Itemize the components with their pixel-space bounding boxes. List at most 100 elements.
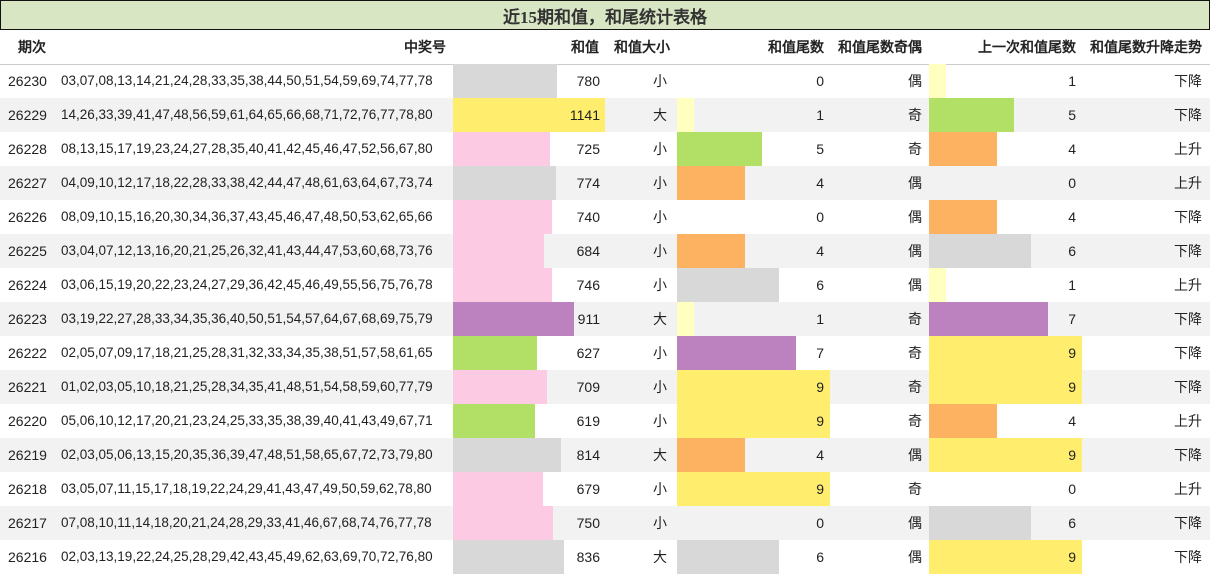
- oddeven-cell: 偶: [908, 515, 922, 531]
- oddeven-cell: 奇: [908, 413, 922, 429]
- oddeven-cell: 奇: [908, 379, 922, 395]
- numbers-cell: 03,06,15,19,20,22,23,24,27,29,36,42,45,4…: [61, 277, 433, 292]
- prev-tail-cell: 4: [1068, 209, 1076, 225]
- prev-tail-bar: [929, 404, 997, 438]
- tail-cell: 9: [816, 481, 824, 497]
- trend-cell: 下降: [1174, 209, 1202, 225]
- issue-cell: 26219: [8, 447, 47, 463]
- tail-cell: 4: [816, 447, 824, 463]
- size-cell: 小: [653, 209, 667, 225]
- issue-cell: 26222: [8, 345, 47, 361]
- numbers-cell: 08,09,10,15,16,20,30,34,36,37,43,45,46,4…: [61, 209, 433, 224]
- oddeven-cell: 偶: [908, 447, 922, 463]
- size-cell: 小: [653, 175, 667, 191]
- prev-tail-bar: [929, 336, 1082, 370]
- numbers-cell: 05,06,10,12,17,20,21,23,24,25,33,35,38,3…: [61, 413, 433, 428]
- sum-cell: 740: [576, 209, 600, 225]
- prev-tail-cell: 9: [1068, 379, 1076, 395]
- oddeven-cell: 奇: [908, 481, 922, 497]
- numbers-cell: 03,05,07,11,15,17,18,19,22,24,29,41,43,4…: [61, 481, 432, 496]
- table-row: 26228 08,13,15,17,19,23,24,27,28,35,40,41…: [0, 132, 1210, 166]
- size-cell: 小: [653, 413, 667, 429]
- table-row: 26225 03,04,07,12,13,16,20,21,25,26,32,41…: [0, 234, 1210, 268]
- oddeven-cell: 偶: [908, 243, 922, 259]
- tail-cell: 0: [816, 209, 824, 225]
- table-row: 26218 03,05,07,11,15,17,18,19,22,24,29,41…: [0, 472, 1210, 506]
- tail-bar: [677, 438, 745, 472]
- sum-bar: [453, 166, 556, 200]
- tail-cell: 9: [816, 379, 824, 395]
- size-cell: 小: [653, 243, 667, 259]
- sum-cell: 911: [577, 311, 600, 327]
- tail-cell: 6: [816, 277, 824, 293]
- tail-bar: [677, 540, 779, 574]
- sum-bar: [453, 472, 543, 506]
- tail-cell: 6: [816, 549, 824, 565]
- tail-bar: [677, 132, 762, 166]
- oddeven-cell: 偶: [908, 175, 922, 191]
- tail-bar: [677, 472, 830, 506]
- size-cell: 大: [653, 311, 667, 327]
- table-row: 26216 02,03,13,19,22,24,25,28,29,42,43,45…: [0, 540, 1210, 574]
- table-row: 26217 07,08,10,11,14,18,20,21,24,28,29,33…: [0, 506, 1210, 540]
- issue-cell: 26216: [8, 549, 47, 565]
- tail-bar: [677, 302, 694, 336]
- prev-tail-bar: [929, 302, 1048, 336]
- sum-cell: 627: [576, 345, 600, 361]
- tail-cell: 4: [816, 175, 824, 191]
- size-cell: 小: [653, 379, 667, 395]
- header-issue: 期次: [18, 39, 46, 55]
- prev-tail-cell: 4: [1068, 413, 1076, 429]
- sum-cell: 619: [576, 413, 600, 429]
- size-cell: 小: [653, 141, 667, 157]
- tail-bar: [677, 98, 694, 132]
- prev-tail-cell: 0: [1068, 175, 1076, 191]
- table-title: 近15期和值，和尾统计表格: [0, 0, 1210, 30]
- table-row: 26223 03,19,22,27,28,33,34,35,36,40,50,51…: [0, 302, 1210, 336]
- sum-cell: 684: [576, 243, 600, 259]
- oddeven-cell: 偶: [908, 549, 922, 565]
- numbers-cell: 04,09,10,12,17,18,22,28,33,38,42,44,47,4…: [61, 175, 433, 190]
- header-size: 和值大小: [614, 39, 670, 55]
- table-body: 26230 03,07,08,13,14,21,24,28,33,35,38,44…: [0, 64, 1210, 574]
- sum-bar: [453, 438, 561, 472]
- size-cell: 小: [653, 73, 667, 89]
- issue-cell: 26228: [8, 141, 47, 157]
- tail-cell: 1: [816, 107, 824, 123]
- trend-cell: 下降: [1174, 379, 1202, 395]
- trend-cell: 上升: [1174, 277, 1202, 293]
- size-cell: 大: [653, 447, 667, 463]
- sum-cell: 774: [576, 175, 600, 191]
- numbers-cell: 03,04,07,12,13,16,20,21,25,26,32,41,43,4…: [61, 243, 433, 258]
- prev-tail-cell: 1: [1068, 73, 1076, 89]
- sum-cell: 750: [576, 515, 600, 531]
- table-row: 26220 05,06,10,12,17,20,21,23,24,25,33,35…: [0, 404, 1210, 438]
- sum-cell: 1141: [569, 107, 600, 123]
- trend-cell: 下降: [1174, 549, 1202, 565]
- prev-tail-cell: 4: [1068, 141, 1076, 157]
- issue-cell: 26217: [8, 515, 47, 531]
- sum-cell: 746: [576, 277, 600, 293]
- table-header: 期次 中奖号 和值 和值大小 和值尾数 和值尾数奇偶 上一次和值尾数 和值尾数升…: [0, 30, 1210, 65]
- trend-cell: 下降: [1174, 515, 1202, 531]
- prev-tail-cell: 9: [1068, 345, 1076, 361]
- numbers-cell: 01,02,03,05,10,18,21,25,28,34,35,41,48,5…: [61, 379, 433, 394]
- numbers-cell: 14,26,33,39,41,47,48,56,59,61,64,65,66,6…: [61, 107, 433, 122]
- tail-cell: 7: [816, 345, 824, 361]
- size-cell: 小: [653, 515, 667, 531]
- prev-tail-bar: [929, 200, 997, 234]
- tail-bar: [677, 166, 745, 200]
- prev-tail-cell: 6: [1068, 515, 1076, 531]
- oddeven-cell: 奇: [908, 311, 922, 327]
- prev-tail-bar: [929, 98, 1014, 132]
- table-row: 26221 01,02,03,05,10,18,21,25,28,34,35,41…: [0, 370, 1210, 404]
- sum-bar: [453, 404, 535, 438]
- sum-bar: [453, 540, 564, 574]
- sum-cell: 679: [576, 481, 600, 497]
- sum-cell: 725: [576, 141, 600, 157]
- issue-cell: 26220: [8, 413, 47, 429]
- trend-cell: 下降: [1174, 107, 1202, 123]
- tail-bar: [677, 404, 830, 438]
- prev-tail-cell: 9: [1068, 549, 1076, 565]
- trend-cell: 上升: [1174, 175, 1202, 191]
